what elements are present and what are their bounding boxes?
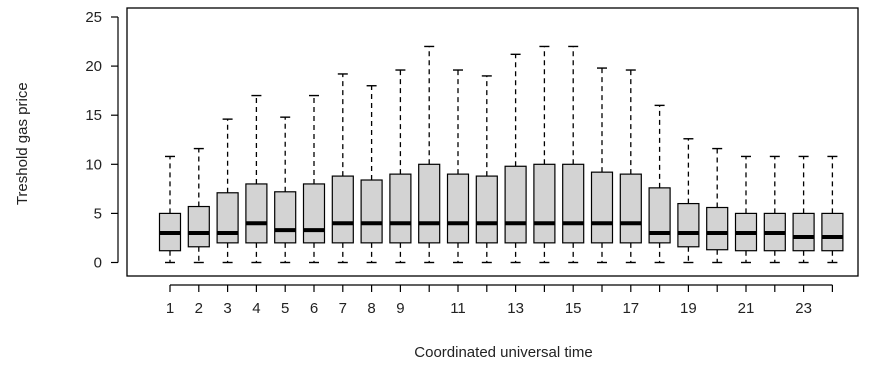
y-axis: 0 5 10 15 20 25: [85, 9, 118, 272]
x-tick-label: 6: [310, 300, 318, 317]
box-body: [275, 192, 296, 243]
box-body: [822, 213, 843, 250]
y-tick-label: 15: [85, 107, 102, 124]
x-tick-label: 5: [281, 300, 289, 317]
x-tick-label: 15: [565, 300, 582, 317]
box-17: [620, 70, 641, 262]
box-body: [361, 180, 382, 243]
box-body: [217, 193, 238, 243]
box-4: [246, 96, 267, 263]
box-22: [764, 156, 785, 262]
box-body: [620, 174, 641, 243]
x-tick-label: 3: [223, 300, 231, 317]
box-2: [188, 149, 209, 263]
x-tick-label: 11: [450, 300, 466, 317]
x-tick-label: 1: [166, 300, 174, 317]
box-body: [304, 184, 325, 243]
box-body: [707, 208, 728, 250]
y-tick-label: 0: [94, 255, 102, 272]
box-body: [332, 176, 353, 243]
box-21: [736, 156, 757, 262]
box-18: [649, 105, 670, 262]
x-axis: 1 2 3 4 5 6 7 8 9 11 13 15 17 19 21 23: [166, 285, 833, 317]
y-tick-label: 20: [85, 58, 102, 75]
box-body: [592, 172, 613, 243]
box-series: [160, 46, 843, 262]
box-8: [361, 86, 382, 263]
box-23: [793, 156, 814, 262]
box-body: [793, 213, 814, 250]
box-9: [390, 70, 411, 262]
box-body: [419, 164, 440, 243]
box-body: [534, 164, 555, 243]
box-body: [563, 164, 584, 243]
x-axis-title: Coordinated universal time: [414, 344, 592, 361]
x-tick-label: 2: [195, 300, 203, 317]
box-12: [476, 76, 497, 263]
box-body: [505, 166, 526, 243]
y-tick-label: 10: [85, 156, 102, 173]
x-tick-label: 7: [339, 300, 347, 317]
y-tick-label: 5: [94, 205, 102, 222]
box-body: [246, 184, 267, 243]
box-body: [678, 204, 699, 247]
x-tick-label: 23: [795, 300, 812, 317]
box-19: [678, 139, 699, 263]
y-axis-title: Treshold gas price: [14, 82, 31, 205]
y-tick-label: 25: [85, 9, 102, 26]
box-7: [332, 74, 353, 263]
x-tick-label: 8: [367, 300, 375, 317]
box-24: [822, 156, 843, 262]
x-tick-label: 9: [396, 300, 404, 317]
box-11: [448, 70, 469, 262]
box-16: [592, 68, 613, 262]
box-6: [304, 96, 325, 263]
box-15: [563, 46, 584, 262]
box-body: [476, 176, 497, 243]
box-body: [448, 174, 469, 243]
box-body: [188, 207, 209, 247]
box-1: [160, 156, 181, 262]
x-tick-label: 19: [680, 300, 697, 317]
box-13: [505, 54, 526, 262]
x-tick-label: 21: [738, 300, 755, 317]
box-5: [275, 117, 296, 262]
x-tick-label: 17: [622, 300, 639, 317]
x-tick-label: 4: [252, 300, 260, 317]
box-body: [390, 174, 411, 243]
x-tick-label: 13: [507, 300, 524, 317]
box-10: [419, 46, 440, 262]
box-14: [534, 46, 555, 262]
box-3: [217, 119, 238, 262]
box-20: [707, 149, 728, 263]
